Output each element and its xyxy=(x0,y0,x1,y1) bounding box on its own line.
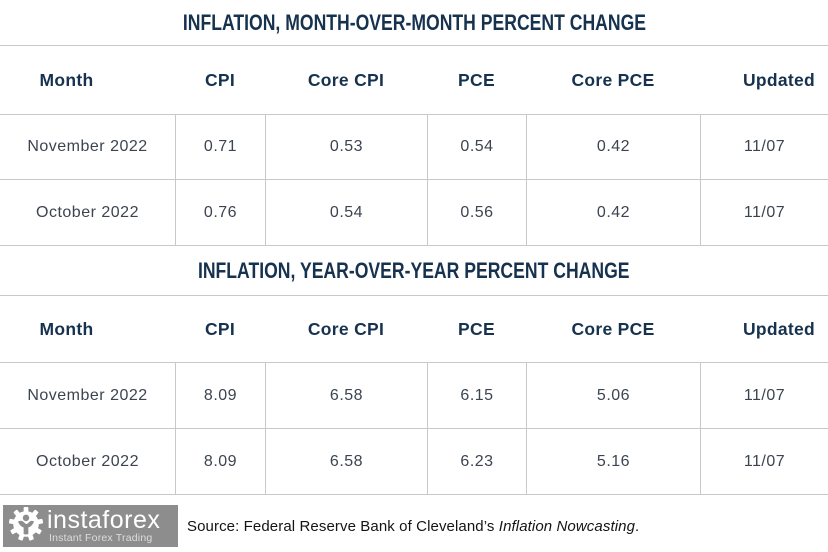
table-cell-core-cpi: 0.54 xyxy=(265,180,427,245)
table-cell-core-cpi: 6.58 xyxy=(265,429,427,494)
table-cell-pce: 0.56 xyxy=(427,180,526,245)
table-cell-cpi: 8.09 xyxy=(175,429,265,494)
table-cell-cpi: 8.09 xyxy=(175,363,265,428)
column-header-core-cpi: Core CPI xyxy=(307,318,385,339)
column-header-core-pce: Core PCE xyxy=(571,69,655,90)
table-cell-core-cpi: 6.58 xyxy=(265,363,427,428)
source-publication: Inflation Nowcasting xyxy=(498,517,636,535)
table-cell-month: October 2022 xyxy=(36,203,139,221)
mom-table-title-text: INFLATION, MONTH-OVER-MONTH PERCENT CHAN… xyxy=(182,9,646,35)
table-cell-month: October 2022 xyxy=(36,452,139,470)
table-cell-pce: 0.54 xyxy=(427,115,526,179)
table-cell-cpi: 0.76 xyxy=(175,180,265,245)
table-cell-updated: 11/07 xyxy=(700,115,828,179)
table-row: November 2022 0.71 0.53 0.54 0.42 11/07 xyxy=(0,115,828,180)
brand-wordmark: instaforex xyxy=(47,506,161,534)
yoy-table-title: INFLATION, YEAR-OVER-YEAR PERCENT CHANGE xyxy=(0,246,828,295)
table-cell-cpi: 0.71 xyxy=(175,115,265,179)
table-row: October 2022 8.09 6.58 6.23 5.16 11/07 xyxy=(0,429,828,495)
table-cell-core-pce: 0.42 xyxy=(526,115,700,179)
source-text: Source: Federal Reserve Bank of Clevelan… xyxy=(187,518,639,535)
table-cell-core-pce: 5.06 xyxy=(526,363,700,428)
table-cell-core-pce: 5.16 xyxy=(526,429,700,494)
table-cell-updated: 11/07 xyxy=(700,363,828,428)
gear-icon xyxy=(8,506,44,547)
column-header-pce: PCE xyxy=(458,318,495,339)
column-header-core-cpi: Core CPI xyxy=(307,69,385,90)
instaforex-logo: instaforex Instant Forex Trading xyxy=(3,505,178,547)
table-cell-pce: 6.15 xyxy=(427,363,526,428)
column-header-month: Month xyxy=(39,69,94,90)
column-header-month: Month xyxy=(39,318,94,339)
table-cell-month: November 2022 xyxy=(27,138,148,155)
column-header-updated: Updated xyxy=(742,318,816,339)
footer: instaforex Instant Forex Trading Source:… xyxy=(0,495,828,551)
table-cell-month: November 2022 xyxy=(27,386,148,404)
table-cell-core-cpi: 0.53 xyxy=(265,115,427,179)
table-cell-pce: 6.23 xyxy=(427,429,526,494)
table-row: October 2022 0.76 0.54 0.56 0.42 11/07 xyxy=(0,180,828,246)
logo-text-stack: instaforex Instant Forex Trading xyxy=(47,506,161,544)
table-row: November 2022 8.09 6.58 6.15 5.06 11/07 xyxy=(0,363,828,429)
table-cell-updated: 11/07 xyxy=(700,429,828,494)
column-header-core-pce: Core PCE xyxy=(571,318,655,339)
mom-header-row: Month CPI Core CPI PCE Core PCE Updated xyxy=(0,45,828,115)
column-header-updated: Updated xyxy=(742,69,816,90)
brand-tagline: Instant Forex Trading xyxy=(49,531,153,544)
yoy-header-row: Month CPI Core CPI PCE Core PCE Updated xyxy=(0,295,828,363)
column-header-cpi: CPI xyxy=(204,318,236,339)
source-prefix: Source: Federal Reserve Bank of Clevelan… xyxy=(187,517,499,535)
table-cell-updated: 11/07 xyxy=(700,180,828,245)
mom-table-title: INFLATION, MONTH-OVER-MONTH PERCENT CHAN… xyxy=(0,0,828,45)
column-header-pce: PCE xyxy=(458,69,495,90)
source-suffix: . xyxy=(635,517,640,535)
table-cell-core-pce: 0.42 xyxy=(526,180,700,245)
yoy-table-title-text: INFLATION, YEAR-OVER-YEAR PERCENT CHANGE xyxy=(198,257,630,283)
column-header-cpi: CPI xyxy=(204,69,236,90)
